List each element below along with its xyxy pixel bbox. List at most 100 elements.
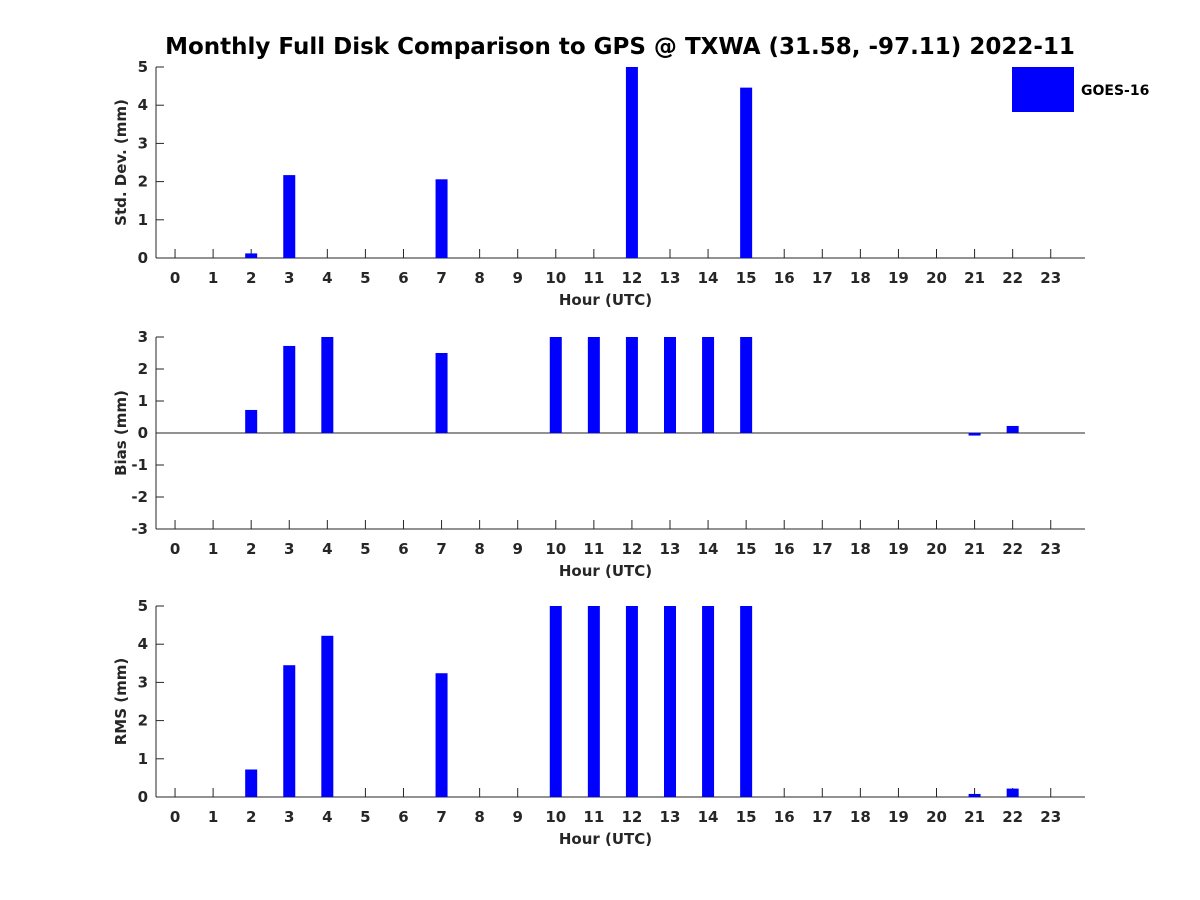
std-dev-x-tick-label: 7 (436, 269, 446, 287)
std-dev-bar-hour-3 (283, 175, 296, 258)
std-dev-x-tick-label: 0 (170, 269, 180, 287)
legend-label: GOES-16 (1081, 83, 1149, 99)
bias-x-tick-label: 0 (170, 540, 180, 558)
std-dev-x-tick-label: 17 (812, 269, 833, 287)
std-dev-x-tick-label: 14 (698, 269, 719, 287)
bias-x-tick-label: 11 (583, 540, 604, 558)
rms-x-tick-label: 19 (888, 808, 909, 826)
bias-y-tick-label: -3 (131, 520, 148, 538)
rms-x-tick-label: 2 (246, 808, 256, 826)
rms-x-tick-label: 10 (545, 808, 566, 826)
rms-x-tick-label: 1 (208, 808, 218, 826)
bias-bar-hour-11 (587, 337, 600, 433)
rms-x-tick-label: 17 (812, 808, 833, 826)
bias-bar-hour-3 (283, 345, 296, 433)
std-dev-x-tick-label: 16 (774, 269, 795, 287)
std-dev-y-tick-label: 3 (138, 134, 148, 152)
rms-bar-hour-22 (1006, 788, 1019, 797)
rms-y-tick-label: 3 (138, 673, 148, 691)
bias-x-tick-label: 7 (436, 540, 446, 558)
rms-x-tick-label: 3 (284, 808, 294, 826)
std-dev-x-tick-label: 22 (1002, 269, 1023, 287)
std-dev-x-tick-label: 9 (512, 269, 522, 287)
std-dev-x-tick-label: 20 (926, 269, 947, 287)
bias-x-tick-label: 6 (398, 540, 408, 558)
rms-bar-hour-11 (587, 606, 600, 797)
bias-x-tick-label: 3 (284, 540, 294, 558)
bias-bar-hour-21 (968, 433, 981, 436)
std-dev-x-tick-label: 13 (660, 269, 681, 287)
rms-x-tick-label: 12 (621, 808, 642, 826)
bias-y-tick-label: 0 (138, 424, 148, 442)
std-dev-y-tick-label: 2 (138, 173, 148, 191)
legend: GOES-16 (1012, 67, 1149, 112)
std-dev-x-tick-label: 1 (208, 269, 218, 287)
std-dev-x-tick-label: 23 (1040, 269, 1061, 287)
rms-y-tick-label: 2 (138, 712, 148, 730)
rms-x-tick-label: 9 (512, 808, 522, 826)
bias-bar-hour-13 (663, 337, 676, 433)
rms-x-tick-label: 5 (360, 808, 370, 826)
rms-bar-hour-7 (435, 673, 448, 797)
bias-y-tick-label: 1 (138, 392, 148, 410)
std-dev-x-tick-label: 15 (736, 269, 757, 287)
bias-bar-hour-14 (702, 337, 715, 433)
bias-x-tick-label: 9 (512, 540, 522, 558)
rms-x-tick-label: 13 (660, 808, 681, 826)
rms-y-tick-label: 1 (138, 750, 148, 768)
bias-bar-hour-7 (435, 353, 448, 433)
std-dev-x-tick-label: 5 (360, 269, 370, 287)
rms-x-tick-label: 8 (474, 808, 484, 826)
std-dev-x-tick-label: 8 (474, 269, 484, 287)
std-dev-x-tick-label: 21 (964, 269, 985, 287)
rms-x-tick-label: 21 (964, 808, 985, 826)
bias-x-tick-label: 2 (246, 540, 256, 558)
std-dev-bar-hour-7 (435, 179, 448, 258)
bias-x-tick-label: 8 (474, 540, 484, 558)
bias-x-tick-label: 16 (774, 540, 795, 558)
bias-x-tick-label: 10 (545, 540, 566, 558)
rms-bar-hour-15 (740, 606, 753, 797)
bias-x-tick-label: 5 (360, 540, 370, 558)
bias-bar-hour-22 (1006, 425, 1019, 433)
rms-x-tick-label: 18 (850, 808, 871, 826)
rms-bar-hour-10 (549, 606, 562, 797)
std-dev-x-tick-label: 4 (322, 269, 332, 287)
rms-bar-hour-14 (702, 606, 715, 797)
bias-y-tick-label: 2 (138, 360, 148, 378)
rms-y-tick-label: 4 (138, 635, 148, 653)
legend-swatch (1012, 67, 1074, 112)
bias-y-axis-label: Bias (mm) (112, 390, 130, 476)
rms-bar-hour-13 (663, 606, 676, 797)
std-dev-x-tick-label: 11 (583, 269, 604, 287)
rms-x-tick-label: 15 (736, 808, 757, 826)
rms-x-tick-label: 6 (398, 808, 408, 826)
rms-x-tick-label: 14 (698, 808, 719, 826)
bias-x-tick-label: 20 (926, 540, 947, 558)
rms-y-tick-label: 5 (138, 597, 148, 615)
bias-x-tick-label: 23 (1040, 540, 1061, 558)
rms-bar-hour-21 (968, 793, 981, 797)
bias-x-axis-label: Hour (UTC) (559, 562, 652, 580)
std-dev-x-tick-label: 12 (621, 269, 642, 287)
rms-x-tick-label: 11 (583, 808, 604, 826)
bias-x-tick-label: 17 (812, 540, 833, 558)
std-dev-x-axis-label: Hour (UTC) (559, 291, 652, 309)
rms-x-tick-label: 22 (1002, 808, 1023, 826)
std-dev-x-tick-label: 3 (284, 269, 294, 287)
figure-title: Monthly Full Disk Comparison to GPS @ TX… (165, 34, 1075, 60)
rms-bar-hour-2 (245, 769, 258, 797)
rms-x-tick-label: 16 (774, 808, 795, 826)
bias-x-tick-label: 15 (736, 540, 757, 558)
bias-x-tick-label: 19 (888, 540, 909, 558)
bias-bar-hour-2 (245, 409, 258, 433)
std-dev-x-tick-label: 10 (545, 269, 566, 287)
rms-x-tick-label: 4 (322, 808, 332, 826)
bias-y-tick-label: 3 (138, 328, 148, 346)
rms-bar-hour-3 (283, 665, 296, 797)
bias-x-tick-label: 21 (964, 540, 985, 558)
std-dev-y-tick-label: 4 (138, 96, 148, 114)
rms-x-tick-label: 23 (1040, 808, 1061, 826)
